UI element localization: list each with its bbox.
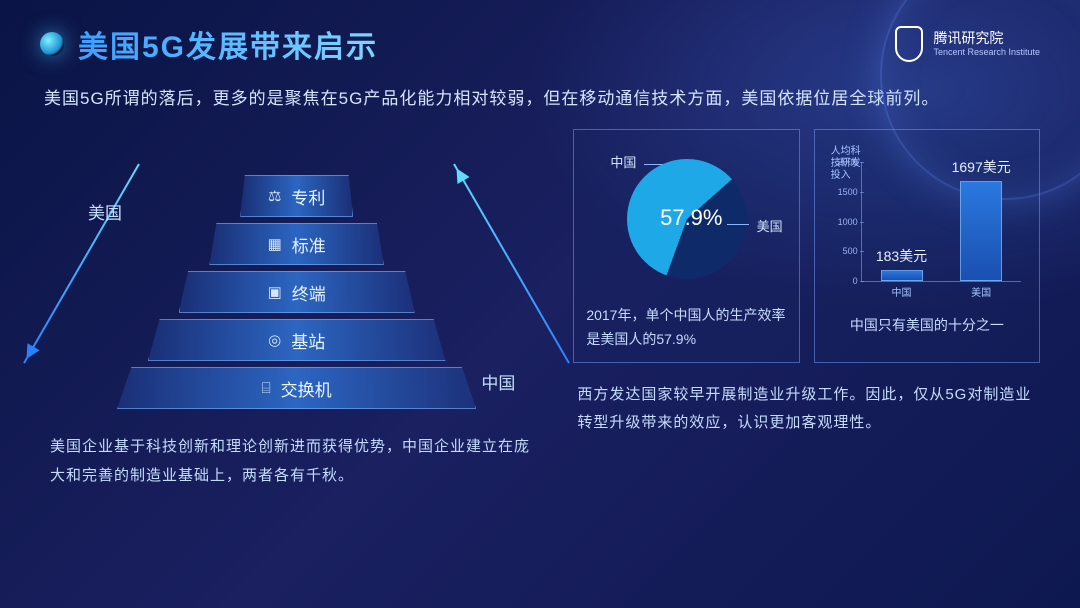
pyramid-tier: ▦ 标准	[209, 223, 384, 265]
right-caption: 西方发达国家较早开展制造业升级工作。因此，仅从5G对制造业转型升级带来的效应，认…	[573, 363, 1040, 438]
logo-text: 腾讯研究院 Tencent Research Institute	[933, 30, 1040, 58]
title-bullet-icon	[40, 32, 64, 56]
pyramid-tier: ▣ 终端	[179, 271, 415, 313]
bar-value-label: 183美元	[876, 246, 927, 266]
pyramid-section: 美国 中国 ⚖ 专利 ▦ 标准 ▣ 终端 ◎ 基站 ⌸ 交换机 美国企业基于科技创新和理论创新进而…	[40, 129, 553, 490]
pyramid-label-cn: 中国	[481, 369, 515, 394]
left-caption: 美国企业基于科技创新和理论创新进而获得优势，中国企业建立在庞大和完善的制造业基础…	[40, 419, 553, 490]
title-wrap: 美国5G发展带来启示	[40, 22, 378, 66]
bar-chart: 人均科技研发投入 183美元中国1697美元美国 050010001500200…	[827, 144, 1027, 304]
arrow-up-cn	[453, 164, 570, 364]
pie-chart: 57.9%	[627, 159, 747, 279]
charts-row: 中国 57.9% 美国 2017年，单个中国人的生产效率是美国人的57.9% 人…	[573, 129, 1040, 363]
tier-label: 标准	[292, 232, 326, 257]
bar-rect	[881, 270, 923, 281]
pie-card: 中国 57.9% 美国 2017年，单个中国人的生产效率是美国人的57.9%	[573, 129, 799, 363]
bar-caption: 中国只有美国的十分之一	[827, 314, 1027, 338]
bar-rect	[960, 181, 1002, 281]
pie-label-cn: 中国	[610, 152, 636, 171]
pie-label-us: 美国	[757, 216, 783, 235]
bar-column: 1697美元美国	[957, 157, 1005, 281]
bar-ytick: 500	[832, 246, 858, 256]
bar-card: 人均科技研发投入 183美元中国1697美元美国 050010001500200…	[814, 129, 1040, 363]
logo-name: 腾讯研究院	[933, 30, 1040, 47]
tier-label: 专利	[291, 184, 325, 209]
tier-icon: ⌸	[262, 380, 271, 397]
bar-xlabel: 美国	[957, 284, 1005, 299]
tencent-logo-icon	[895, 26, 923, 62]
bars-container: 183美元中国1697美元美国	[862, 162, 1021, 281]
pyramid-tier: ⚖ 专利	[240, 175, 353, 217]
bar-value-label: 1697美元	[952, 157, 1011, 177]
page-title: 美国5G发展带来启示	[78, 22, 378, 66]
tier-icon: ▣	[268, 283, 282, 301]
bar-ytick: 1500	[832, 187, 858, 197]
logo: 腾讯研究院 Tencent Research Institute	[895, 26, 1040, 62]
bar-axis: 183美元中国1697美元美国 0500100015002000	[861, 162, 1021, 282]
pyramid-chart: 美国 中国 ⚖ 专利 ▦ 标准 ▣ 终端 ◎ 基站 ⌸ 交换机	[40, 129, 553, 419]
arrow-down-us	[23, 164, 140, 364]
tier-icon: ◎	[268, 331, 281, 349]
bar-ytick: 0	[832, 276, 858, 286]
tier-icon: ▦	[268, 235, 282, 253]
tier-label: 交换机	[281, 376, 332, 401]
bar-ytick: 1000	[832, 217, 858, 227]
pyramid-tier: ⌸ 交换机	[117, 367, 476, 409]
pie-center-value: 57.9%	[660, 205, 722, 231]
bar-column: 183美元中国	[878, 246, 926, 281]
right-section: 中国 57.9% 美国 2017年，单个中国人的生产效率是美国人的57.9% 人…	[573, 129, 1040, 490]
tier-icon: ⚖	[268, 187, 281, 205]
pie-area: 中国 57.9% 美国	[586, 144, 786, 294]
tier-label: 终端	[292, 280, 326, 305]
tier-label: 基站	[291, 328, 325, 353]
pyramid-label-us: 美国	[88, 199, 122, 224]
bar-ytick: 2000	[832, 157, 858, 167]
pie-caption: 2017年，单个中国人的生产效率是美国人的57.9%	[586, 304, 786, 352]
bar-xlabel: 中国	[878, 284, 926, 299]
pyramid-tier: ◎ 基站	[148, 319, 446, 361]
logo-sub: Tencent Research Institute	[933, 47, 1040, 58]
content: 美国 中国 ⚖ 专利 ▦ 标准 ▣ 终端 ◎ 基站 ⌸ 交换机 美国企业基于科技创新和理论创新进而…	[0, 109, 1080, 490]
